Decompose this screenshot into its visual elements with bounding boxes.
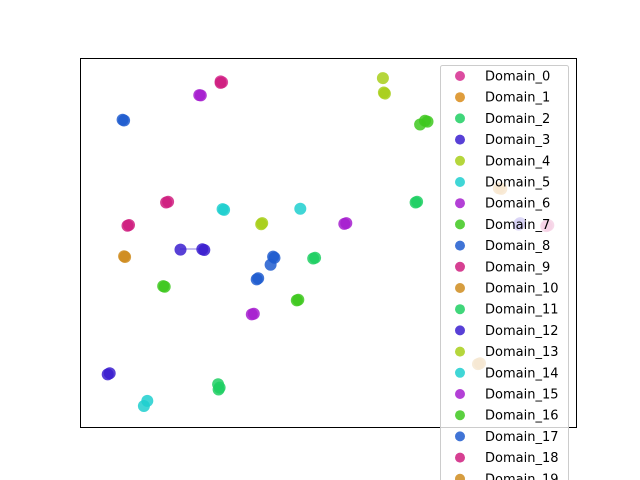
data-point <box>411 195 424 208</box>
legend-label: Domain_13 <box>485 345 559 360</box>
legend-label: Domain_2 <box>485 112 550 127</box>
legend-marker <box>455 240 465 251</box>
data-point <box>123 219 135 231</box>
legend-marker <box>455 304 465 315</box>
legend-label: Domain_1 <box>485 91 550 106</box>
legend-marker <box>455 410 465 421</box>
data-point <box>340 217 353 230</box>
legend: Domain_0 Domain_1 Domain_2 Domain_3 Domain_4… <box>440 65 569 480</box>
legend-marker <box>455 134 465 145</box>
data-point <box>198 244 211 256</box>
data-point <box>103 367 116 380</box>
data-point <box>162 195 175 208</box>
legend-marker <box>455 473 465 480</box>
data-point <box>255 218 268 231</box>
legend-label: Domain_5 <box>485 176 550 191</box>
legend-marker <box>455 367 465 378</box>
legend-label: Domain_8 <box>485 239 550 254</box>
legend-marker <box>455 71 465 81</box>
data-point <box>309 251 322 264</box>
legend-marker <box>455 346 465 357</box>
legend-label: Domain_3 <box>485 133 550 148</box>
data-point <box>213 381 226 394</box>
data-point <box>252 272 265 285</box>
data-point <box>158 280 171 293</box>
legend-marker <box>455 389 465 399</box>
data-point <box>377 86 390 99</box>
legend-label: Domain_19 <box>485 472 559 480</box>
data-point <box>292 293 305 306</box>
legend-marker <box>455 261 465 272</box>
plot-frame <box>80 58 577 428</box>
legend-label: Domain_0 <box>485 70 550 85</box>
legend-label: Domain_15 <box>485 388 559 403</box>
data-point <box>141 394 154 407</box>
legend-marker <box>455 431 465 442</box>
legend-marker <box>455 155 465 166</box>
legend-label: Domain_18 <box>485 451 559 466</box>
legend-label: Domain_14 <box>485 366 559 381</box>
data-point <box>118 114 131 127</box>
legend-label: Domain_12 <box>485 324 559 339</box>
legend-label: Domain_6 <box>485 197 550 212</box>
data-point <box>268 251 281 264</box>
data-point <box>247 307 260 320</box>
legend-label: Domain_11 <box>485 303 559 318</box>
legend-marker <box>455 452 465 463</box>
data-point <box>294 202 307 215</box>
data-point <box>214 76 227 89</box>
legend-label: Domain_9 <box>485 260 550 275</box>
legend-label: Domain_17 <box>485 430 559 445</box>
legend-marker <box>455 113 465 124</box>
legend-label: Domain_7 <box>485 218 550 233</box>
legend-frame <box>440 65 569 480</box>
legend-marker <box>455 198 465 209</box>
legend-marker <box>455 325 465 336</box>
legend-label: Domain_4 <box>485 154 550 169</box>
data-point <box>218 203 231 216</box>
data-point <box>194 89 207 102</box>
data-point <box>174 243 187 256</box>
legend-marker <box>455 219 465 230</box>
legend-label: Domain_10 <box>485 282 559 297</box>
legend-label: Domain_16 <box>485 409 559 424</box>
data-point <box>119 251 132 263</box>
data-point <box>376 72 389 85</box>
legend-marker <box>455 92 465 103</box>
legend-marker <box>455 283 465 293</box>
data-point <box>421 115 434 128</box>
legend-marker <box>455 177 465 187</box>
